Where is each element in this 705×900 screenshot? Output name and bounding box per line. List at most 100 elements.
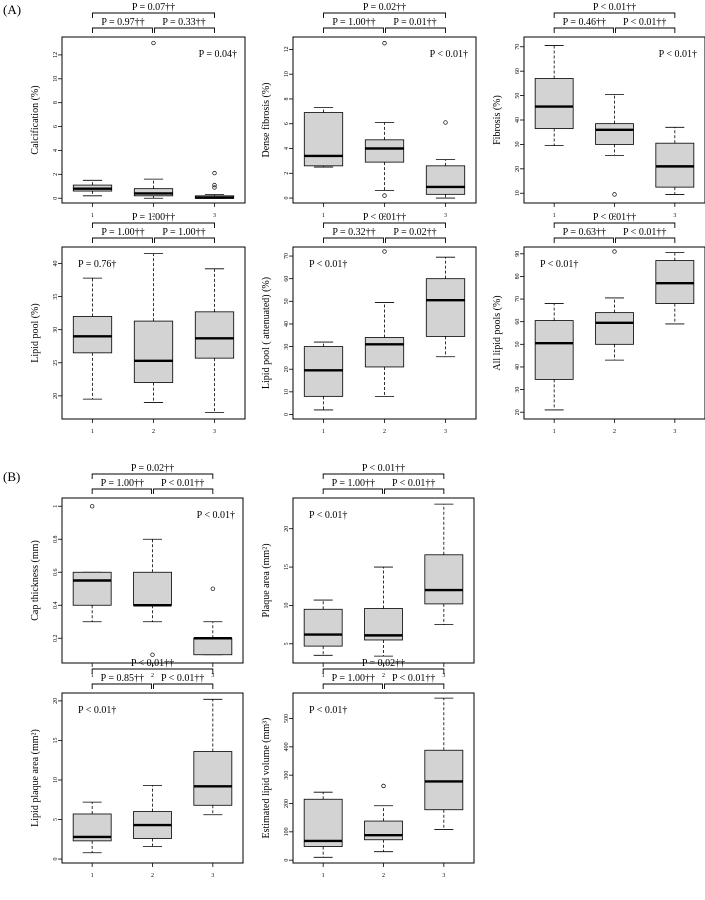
y-tick-label: 40 <box>515 364 521 370</box>
y-tick-label: 10 <box>284 71 290 77</box>
iqr-box <box>303 608 343 647</box>
outlier-point <box>212 182 217 188</box>
comparison-label-1-2: P = 0.63†† <box>563 227 606 238</box>
x-tick-label: 1 <box>322 429 325 435</box>
iqr-box <box>655 142 695 188</box>
bracket-all <box>91 668 214 674</box>
box-group-3 <box>655 252 695 325</box>
iqr-box <box>133 571 172 606</box>
box-group-1 <box>72 801 112 854</box>
y-tick-label: 60 <box>515 68 521 74</box>
y-tick-label: 70 <box>284 253 290 259</box>
y-tick-label: 6 <box>53 125 59 128</box>
y-tick-label: 70 <box>515 44 521 50</box>
bracket-all <box>553 12 676 18</box>
box-panel-6: 20 30 40 50 60 70 80 90 All lipid pools (%) 1 2 3 P … <box>492 212 705 435</box>
y-axis-title: Plaque area (mm²) <box>261 543 272 617</box>
overall-test-label: P = 0.04† <box>199 49 237 60</box>
bracket-all <box>92 222 215 228</box>
x-tick-label: 1 <box>553 213 556 219</box>
y-tick-label: 20 <box>515 409 521 415</box>
iqr-box <box>364 820 403 841</box>
bracket-2-3 <box>615 27 676 33</box>
box-group-2 <box>364 41 405 198</box>
y-tick-label: 20 <box>53 698 59 704</box>
y-tick-label: 30 <box>515 141 521 147</box>
y-tick-label: 12 <box>284 46 290 52</box>
y-axis-title: Lipid plaque area (mm²) <box>30 729 41 827</box>
y-tick-label: 40 <box>284 321 290 327</box>
y-tick-label: 4 <box>53 149 59 152</box>
x-tick-label: 3 <box>213 429 216 435</box>
comparison-label-all: P < 0.01†† <box>131 658 174 669</box>
overall-test-label: P < 0.01† <box>309 705 347 716</box>
outlier-point <box>443 120 448 125</box>
x-tick-label: 1 <box>322 873 325 879</box>
y-tick-label: 60 <box>284 276 290 282</box>
box-group-3 <box>425 256 466 358</box>
comparison-label-all: P = 0.07†† <box>132 2 175 13</box>
iqr-box <box>193 751 233 806</box>
y-axis-title: Lipid pool ( attenuated) (%) <box>261 277 272 389</box>
box-group-3 <box>424 503 464 626</box>
x-tick-label: 1 <box>91 873 94 879</box>
box-group-2 <box>595 93 634 197</box>
x-tick-label: 3 <box>444 213 447 219</box>
y-tick-label: 50 <box>284 298 290 304</box>
comparison-label-all: P < 0.01†† <box>362 463 405 474</box>
y-tick-label: 200 <box>284 799 290 808</box>
box-panel-7: 0.2 0.4 0.6 0.8 1 Cap thickness (mm) 1 2 3 P < 0.… <box>30 463 244 679</box>
comparison-label-1-2: P = 0.97†† <box>101 17 144 28</box>
box-panel-10: 0 100 200 300 400 500 Estimated lipid volume (… <box>261 658 475 879</box>
y-tick-label: 35 <box>53 294 59 300</box>
bracket-all <box>323 12 446 18</box>
box-group-2 <box>364 783 403 853</box>
x-tick-label: 2 <box>152 429 155 435</box>
iqr-box <box>194 311 235 359</box>
y-tick-label: 0 <box>284 413 290 416</box>
outlier-point <box>212 185 217 190</box>
box-group-3 <box>425 120 466 199</box>
plot-frame <box>61 36 246 204</box>
iqr-box <box>193 637 233 656</box>
overall-test-label: P < 0.01† <box>309 510 347 521</box>
bracket-2-3 <box>384 488 445 494</box>
comparison-label-all: P = 0.02†† <box>131 463 174 474</box>
y-tick-label: 20 <box>284 526 290 532</box>
outlier-point <box>381 783 386 789</box>
y-tick-label: 5 <box>53 818 59 821</box>
box-group-1 <box>72 504 112 623</box>
iqr-box <box>595 123 634 145</box>
box-group-3 <box>424 697 464 830</box>
iqr-box <box>595 312 634 345</box>
comparison-label-all: P = 0.02†† <box>362 658 405 669</box>
box-group-3 <box>193 586 233 656</box>
iqr-box <box>364 139 405 163</box>
comparison-label-all: P = 1.00†† <box>132 212 175 223</box>
bracket-2-3 <box>385 27 446 33</box>
comparison-label-2-3: P < 0.01†† <box>392 478 435 489</box>
y-tick-label: 0.6 <box>53 569 59 577</box>
bracket-1-2 <box>91 683 152 689</box>
bracket-2-3 <box>154 27 215 33</box>
overall-test-label: P < 0.01† <box>78 705 116 716</box>
comparison-label-2-3: P < 0.01†† <box>623 227 666 238</box>
bracket-all <box>553 222 676 228</box>
x-tick-label: 2 <box>613 213 616 219</box>
y-tick-label: 0 <box>284 197 290 200</box>
box-panel-9: 0 5 10 15 20 Lipid plaque area (mm²) 1 2 3 P < 0.… <box>30 658 244 879</box>
overall-test-label: P < 0.01† <box>659 49 697 60</box>
bracket-2-3 <box>154 237 215 243</box>
outlier-point <box>612 249 617 254</box>
y-tick-label: 10 <box>284 389 290 395</box>
y-tick-label: 0 <box>284 859 290 862</box>
comparison-label-2-3: P < 0.01†† <box>161 673 204 684</box>
bracket-1-2 <box>322 488 383 494</box>
comparison-label-1-2: P = 0.46†† <box>563 17 606 28</box>
y-tick-label: 8 <box>53 101 59 104</box>
y-axis-title: Cap thickness (mm) <box>30 540 41 621</box>
comparison-label-1-2: P = 1.00†† <box>332 478 375 489</box>
